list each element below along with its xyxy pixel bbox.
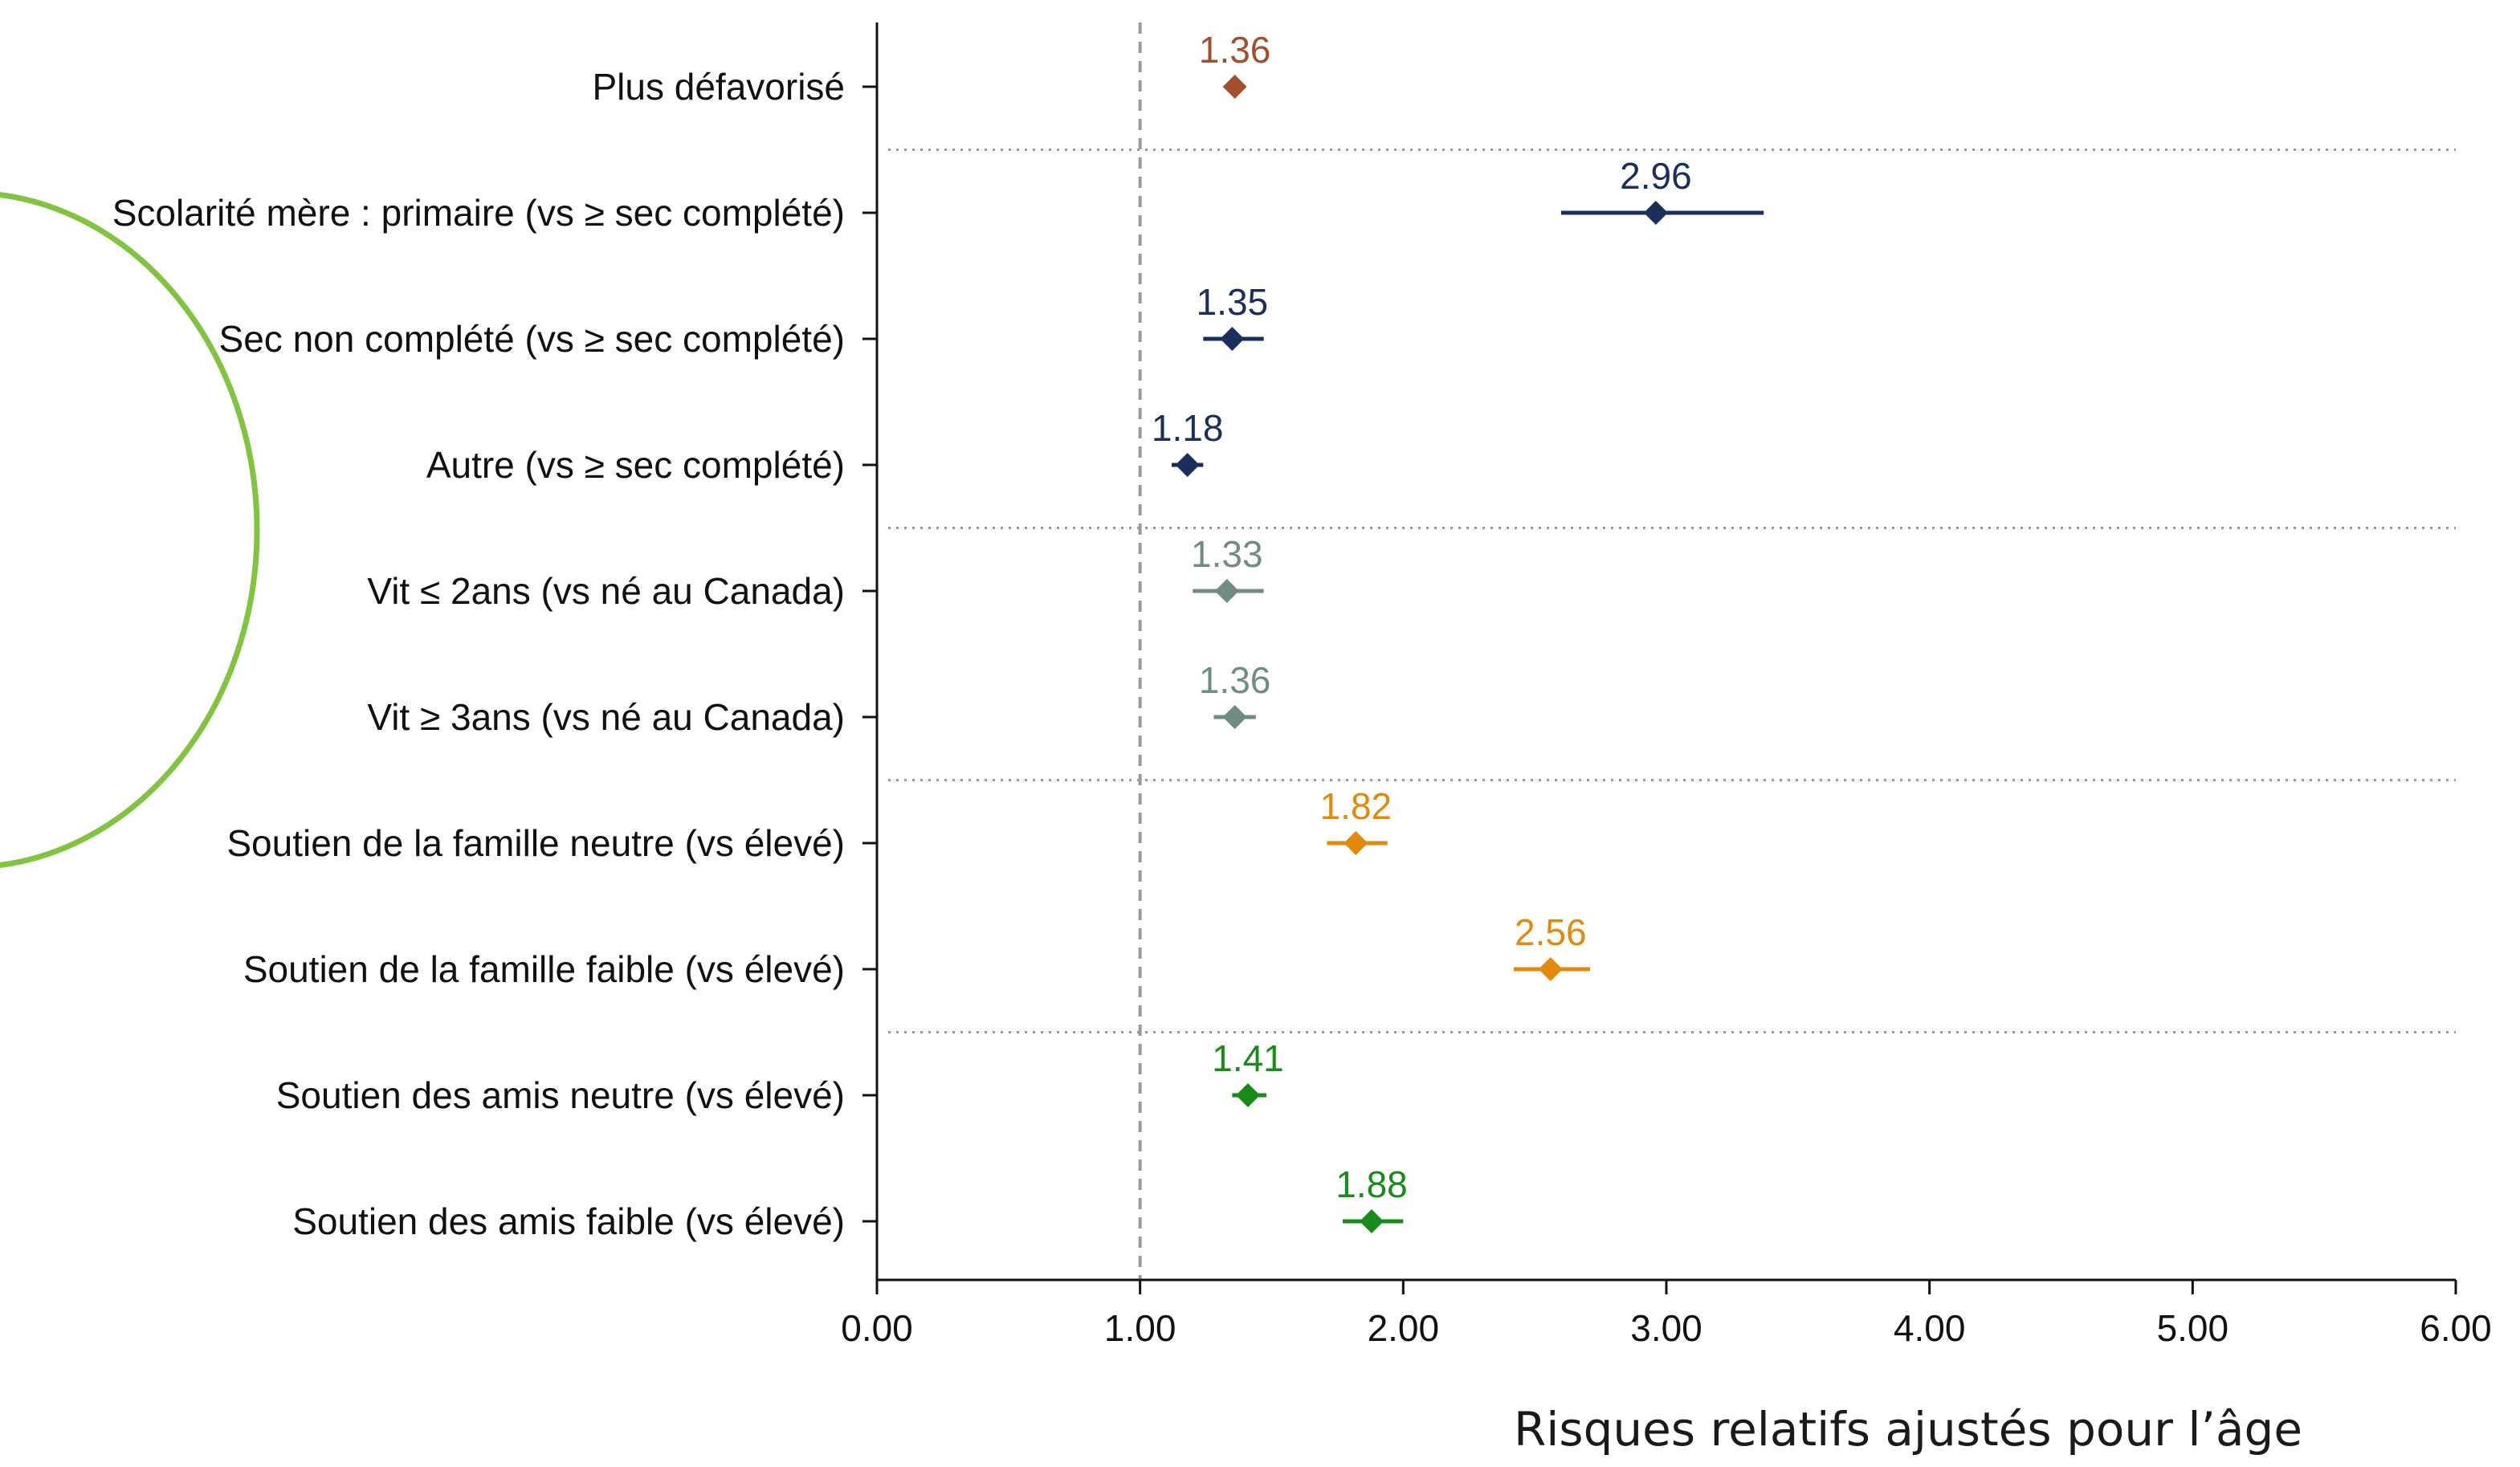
value-label: 1.36 <box>1199 659 1271 701</box>
value-label: 1.82 <box>1320 785 1393 827</box>
x-tick-label: 2.00 <box>1368 1307 1440 1349</box>
value-label: 2.56 <box>1515 911 1587 953</box>
category-label: Scolarité mère : primaire (vs ≥ sec comp… <box>112 192 845 234</box>
x-tick-label: 3.00 <box>1630 1307 1702 1349</box>
x-tick-label: 5.00 <box>2157 1307 2229 1349</box>
category-label: Vit ≥ 3ans (vs né au Canada) <box>367 696 845 738</box>
point-estimate-diamond <box>1360 1209 1384 1233</box>
point-estimate-diamond <box>1214 579 1239 603</box>
value-label: 1.88 <box>1335 1163 1408 1205</box>
x-tick-label: 6.00 <box>2420 1307 2492 1349</box>
value-label: 1.36 <box>1199 29 1271 71</box>
category-label: Soutien des amis neutre (vs élevé) <box>276 1074 845 1116</box>
value-label: 1.18 <box>1152 407 1224 449</box>
decorative-arc <box>0 192 260 868</box>
value-label: 1.35 <box>1197 281 1269 323</box>
category-label: Soutien de la famille faible (vs élevé) <box>243 948 845 990</box>
point-estimate-diamond <box>1344 831 1368 855</box>
value-label: 2.96 <box>1620 155 1692 197</box>
category-label: Autre (vs ≥ sec complété) <box>426 444 845 486</box>
point-estimate-diamond <box>1175 453 1200 477</box>
category-label: Soutien de la famille neutre (vs élevé) <box>226 822 845 864</box>
point-estimate-diamond <box>1643 201 1668 225</box>
x-tick-label: 1.00 <box>1104 1307 1176 1349</box>
point-estimate-diamond <box>1236 1083 1261 1107</box>
x-tick-label: 4.00 <box>1894 1307 1966 1349</box>
value-label: 1.33 <box>1191 533 1263 575</box>
category-label: Vit ≤ 2ans (vs né au Canada) <box>367 570 845 612</box>
category-label: Plus défavorisé <box>593 66 846 108</box>
point-estimate-diamond <box>1538 957 1563 981</box>
x-axis-title: Risques relatifs ajustés pour l’âge <box>1514 1402 2302 1457</box>
x-tick-label: 0.00 <box>841 1307 913 1349</box>
point-estimate-diamond <box>1220 327 1245 351</box>
category-label: Soutien des amis faible (vs élevé) <box>292 1200 845 1242</box>
point-estimate-diamond <box>1222 75 1247 99</box>
point-estimate-diamond <box>1222 705 1247 729</box>
value-label: 1.41 <box>1212 1037 1284 1079</box>
category-label: Sec non complété (vs ≥ sec complété) <box>219 318 845 360</box>
